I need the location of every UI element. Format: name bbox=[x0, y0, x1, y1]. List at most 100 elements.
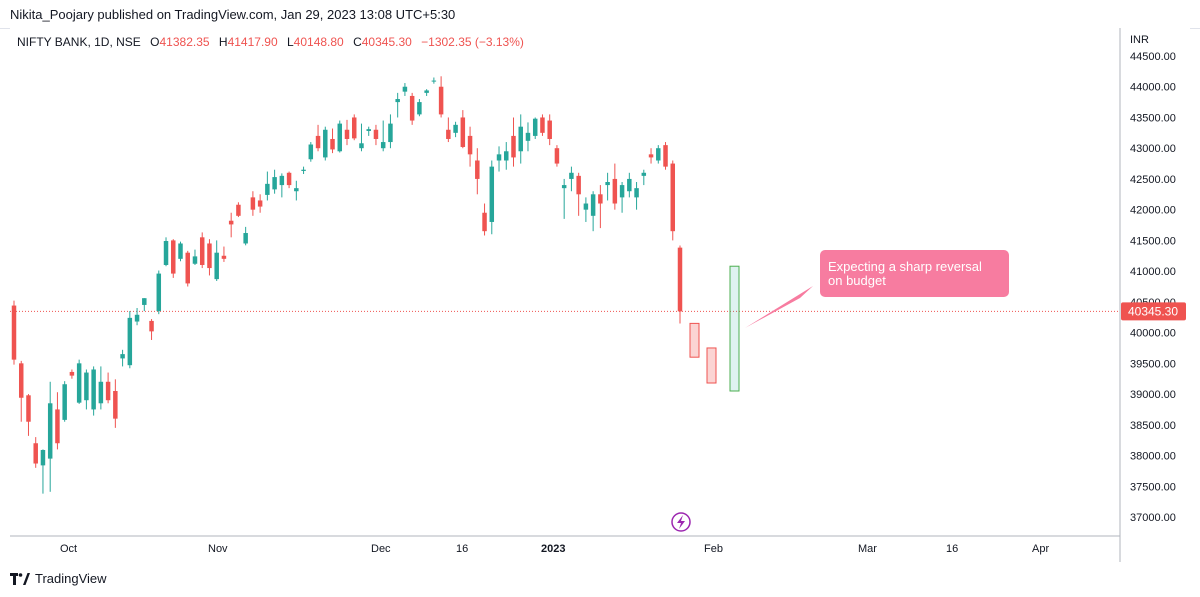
candle-body bbox=[76, 363, 82, 403]
candle-body bbox=[431, 80, 437, 82]
candle-body bbox=[236, 204, 241, 216]
candle-body bbox=[409, 95, 415, 121]
price-axis: 37000.00 37500.00 38000.00 38500.00 39000.00… bbox=[1130, 51, 1176, 524]
candle bbox=[547, 114, 552, 146]
candle bbox=[576, 172, 581, 216]
candle-body bbox=[438, 86, 444, 115]
time-tick-label: Mar bbox=[858, 543, 877, 555]
candle-body bbox=[120, 354, 125, 359]
events-marker[interactable] bbox=[671, 512, 691, 532]
candle-body bbox=[185, 252, 190, 284]
price-tick-label: 41500.00 bbox=[1130, 235, 1176, 247]
tradingview-logo-icon bbox=[10, 572, 30, 585]
candle-body bbox=[648, 154, 654, 158]
candle bbox=[236, 202, 241, 218]
candle bbox=[163, 237, 169, 267]
candle bbox=[33, 437, 38, 468]
candle bbox=[561, 178, 567, 219]
price-tick-label: 39000.00 bbox=[1130, 389, 1176, 401]
candle bbox=[18, 360, 24, 422]
candle bbox=[84, 369, 89, 410]
candle-body bbox=[634, 188, 639, 198]
candle bbox=[366, 126, 371, 136]
candle bbox=[308, 142, 314, 162]
candle bbox=[627, 172, 632, 198]
candle-body bbox=[142, 298, 147, 305]
candle bbox=[583, 197, 589, 222]
candle bbox=[11, 300, 17, 365]
candle bbox=[598, 185, 603, 229]
candle bbox=[677, 245, 683, 324]
candle bbox=[192, 249, 198, 265]
candle-body bbox=[511, 135, 516, 158]
time-tick-label: Dec bbox=[371, 543, 391, 555]
candle-body bbox=[373, 129, 379, 139]
candle bbox=[221, 246, 227, 262]
candle bbox=[55, 392, 60, 450]
candle-body bbox=[18, 363, 24, 398]
candle bbox=[214, 240, 219, 281]
candle-body bbox=[243, 233, 248, 244]
candle-body bbox=[656, 148, 661, 161]
candle bbox=[417, 99, 422, 117]
candle-body bbox=[105, 381, 111, 401]
candle-body bbox=[496, 154, 502, 161]
candle-body bbox=[467, 135, 473, 155]
candle bbox=[467, 126, 473, 167]
callout-box bbox=[820, 250, 1009, 297]
candle-body bbox=[540, 117, 545, 133]
projected-bar bbox=[706, 347, 717, 384]
candle-body bbox=[518, 126, 523, 152]
candlestick-chart[interactable]: NIFTY BANK, 1D, NSE O41382.35 H41417.90 … bbox=[10, 28, 1190, 562]
candle-body bbox=[199, 237, 205, 265]
candle-body bbox=[453, 124, 458, 133]
candle-body bbox=[156, 273, 162, 312]
low-label: L bbox=[287, 35, 294, 49]
candle bbox=[149, 319, 154, 340]
candle-body bbox=[286, 172, 292, 186]
candle-body bbox=[612, 178, 618, 204]
candle bbox=[265, 171, 270, 201]
price-tick-label: 37000.00 bbox=[1130, 512, 1176, 524]
candle-body bbox=[395, 99, 400, 103]
tradingview-brand[interactable]: TradingView bbox=[10, 571, 107, 586]
candle bbox=[489, 160, 495, 235]
chart-background bbox=[10, 28, 1190, 562]
candle-body bbox=[171, 240, 176, 274]
candle bbox=[460, 110, 466, 149]
candle-body bbox=[532, 118, 538, 136]
candle bbox=[475, 148, 480, 195]
candle bbox=[402, 83, 408, 96]
candle bbox=[446, 117, 451, 143]
callout-text: Expecting a sharp reversal on budget bbox=[828, 259, 982, 288]
price-tick-label: 41000.00 bbox=[1130, 266, 1176, 278]
chart-area[interactable]: NIFTY BANK, 1D, NSE O41382.35 H41417.90 … bbox=[10, 28, 1190, 562]
candle bbox=[315, 124, 321, 152]
currency-label: INR bbox=[1130, 34, 1149, 46]
time-tick-label: Feb bbox=[704, 543, 723, 555]
candle-body bbox=[192, 256, 198, 264]
symbol-name: NIFTY BANK, 1D, NSE bbox=[17, 35, 141, 49]
annotation-callout[interactable]: Expecting a sharp reversal on budget bbox=[745, 250, 1009, 328]
time-tick-label: Nov bbox=[208, 543, 228, 555]
candle-body bbox=[583, 203, 589, 210]
candle bbox=[453, 121, 458, 138]
candle bbox=[257, 194, 263, 213]
candle-body bbox=[134, 314, 140, 322]
candle-body bbox=[62, 384, 67, 420]
candle bbox=[330, 128, 335, 154]
candle-body bbox=[344, 129, 350, 139]
projected-bars bbox=[689, 265, 740, 392]
publisher-text: Nikita_Poojary published on TradingView.… bbox=[10, 7, 456, 22]
candle-body bbox=[26, 395, 31, 422]
price-tick-label: 43000.00 bbox=[1130, 143, 1176, 155]
candle bbox=[409, 92, 415, 125]
callout-pointer bbox=[745, 286, 813, 328]
candle bbox=[105, 372, 111, 404]
projected-bar bbox=[729, 265, 740, 392]
candle-body bbox=[214, 252, 219, 280]
candle-body bbox=[424, 90, 429, 93]
candle bbox=[359, 123, 364, 152]
candle bbox=[98, 366, 104, 410]
candle-body bbox=[337, 123, 343, 152]
